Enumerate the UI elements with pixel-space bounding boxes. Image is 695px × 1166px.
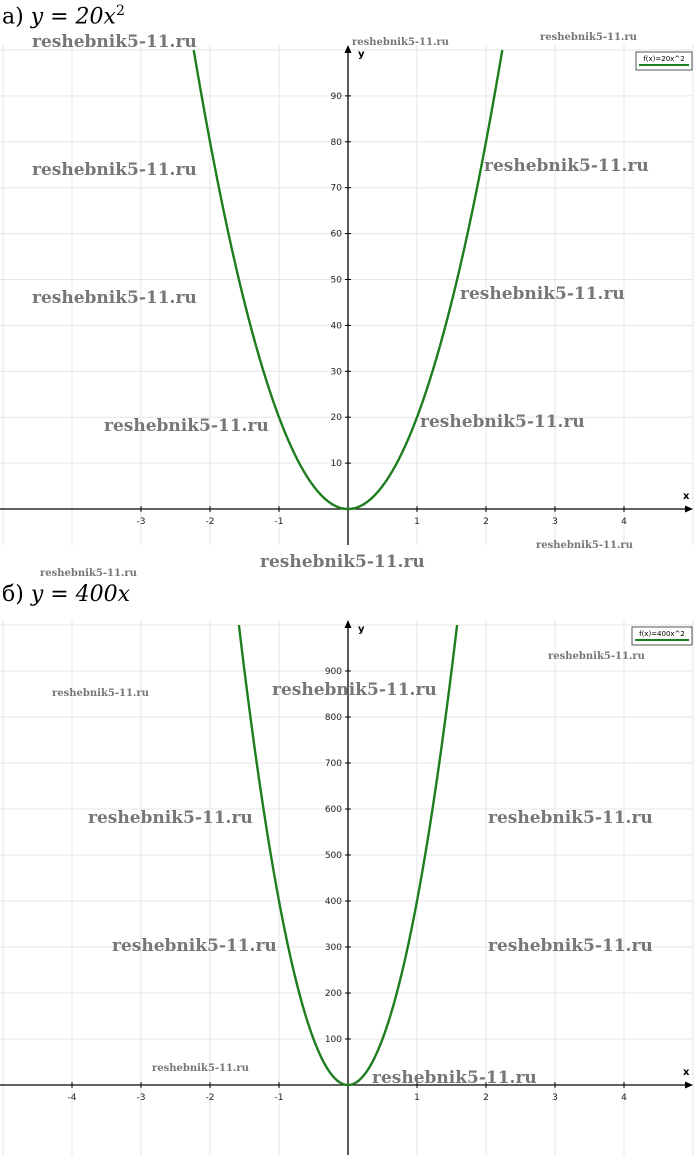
watermark: reshebnik5-11.ru — [32, 160, 197, 180]
watermark: reshebnik5-11.ru — [352, 37, 449, 48]
watermark: reshebnik5-11.ru — [540, 32, 637, 43]
watermark: reshebnik5-11.ru — [32, 32, 197, 52]
x-tick-label: -2 — [206, 1093, 215, 1103]
y-axis-label: y — [358, 49, 365, 60]
x-tick-label: 2 — [483, 517, 489, 527]
watermark: reshebnik5-11.ru — [40, 568, 137, 579]
x-tick-label: 3 — [552, 1093, 558, 1103]
x-tick-label: -4 — [68, 1093, 77, 1103]
y-tick-label: 80 — [331, 138, 343, 148]
y-tick-label: 400 — [325, 897, 342, 907]
x-tick-label: 1 — [414, 1093, 420, 1103]
x-tick-label: -3 — [137, 517, 146, 527]
y-tick-label: 800 — [325, 713, 342, 723]
watermark: reshebnik5-11.ru — [260, 552, 425, 572]
x-tick-label: -2 — [206, 517, 215, 527]
x-tick-label: 2 — [483, 1093, 489, 1103]
x-tick-label: 4 — [621, 1093, 627, 1103]
watermark: reshebnik5-11.ru — [536, 540, 633, 551]
watermark: reshebnik5-11.ru — [484, 156, 649, 176]
heading-a-prefix: а) — [2, 4, 24, 30]
heading-a-exponent: 2 — [115, 3, 125, 19]
watermark: reshebnik5-11.ru — [104, 416, 269, 436]
x-axis-label: x — [683, 491, 690, 502]
x-tick-label: -1 — [275, 517, 284, 527]
x-tick-label: 3 — [552, 517, 558, 527]
watermark: reshebnik5-11.ru — [420, 412, 585, 432]
x-axis-label: x — [683, 1067, 690, 1078]
x-tick-label: -3 — [137, 1093, 146, 1103]
watermark: reshebnik5-11.ru — [488, 936, 653, 956]
x-tick-label: 4 — [621, 517, 627, 527]
y-tick-label: 40 — [331, 321, 343, 331]
chart-b: x y -4 -3 -2 -1 1 2 3 4 100 200 300 400 500 600 700 800 90… — [0, 620, 694, 1155]
legend: f(x)=20x^2 — [635, 51, 693, 71]
y-tick-label: 10 — [331, 459, 343, 469]
heading-a-formula: y = 20x — [30, 4, 116, 30]
y-tick-label: 700 — [325, 759, 342, 769]
y-axis-arrow — [344, 620, 352, 628]
legend: f(x)=400x^2 — [631, 626, 693, 646]
y-tick-label: 600 — [325, 805, 342, 815]
heading-b-prefix: б) — [2, 582, 24, 607]
y-tick-label: 100 — [325, 1035, 342, 1045]
legend-entry: f(x)=20x^2 — [643, 55, 684, 63]
watermark: reshebnik5-11.ru — [460, 284, 625, 304]
watermark: reshebnik5-11.ru — [548, 651, 645, 662]
x-tick-label: -1 — [275, 1093, 284, 1103]
chart-a: x y -3 -2 -1 1 2 3 4 10 20 30 40 50 60 70 80 90 f(x)=20x^2 — [0, 45, 694, 545]
legend-entry: f(x)=400x^2 — [639, 630, 685, 638]
grid — [0, 620, 694, 1155]
y-tick-label: 70 — [331, 184, 343, 194]
y-axis-arrow — [344, 45, 352, 53]
heading-a: а) y = 20x2 — [2, 4, 125, 28]
y-tick-label: 500 — [325, 851, 342, 861]
y-tick-label: 20 — [331, 413, 343, 423]
watermark: reshebnik5-11.ru — [52, 688, 149, 699]
watermark: reshebnik5-11.ru — [88, 808, 253, 828]
series-curve — [237, 624, 459, 1087]
y-tick-label: 900 — [325, 667, 342, 677]
heading-b: б) y = 400x — [2, 584, 130, 606]
y-axis-label: y — [358, 624, 365, 635]
x-axis-arrow — [685, 505, 693, 513]
heading-b-formula: y = 400x — [30, 582, 131, 607]
watermark: reshebnik5-11.ru — [272, 680, 437, 700]
y-tick-label: 50 — [331, 276, 343, 286]
watermark: reshebnik5-11.ru — [152, 1063, 249, 1074]
watermark: reshebnik5-11.ru — [32, 288, 197, 308]
watermark: reshebnik5-11.ru — [488, 808, 653, 828]
x-tick-label: 1 — [414, 517, 420, 527]
x-axis-arrow — [685, 1081, 693, 1089]
series-curve — [192, 49, 504, 511]
y-tick-label: 300 — [325, 943, 342, 953]
y-tick-label: 200 — [325, 989, 342, 999]
watermark: reshebnik5-11.ru — [372, 1068, 537, 1088]
y-tick-label: 90 — [331, 92, 343, 102]
y-tick-label: 60 — [331, 230, 343, 240]
y-tick-label: 30 — [331, 367, 343, 377]
watermark: reshebnik5-11.ru — [112, 936, 277, 956]
